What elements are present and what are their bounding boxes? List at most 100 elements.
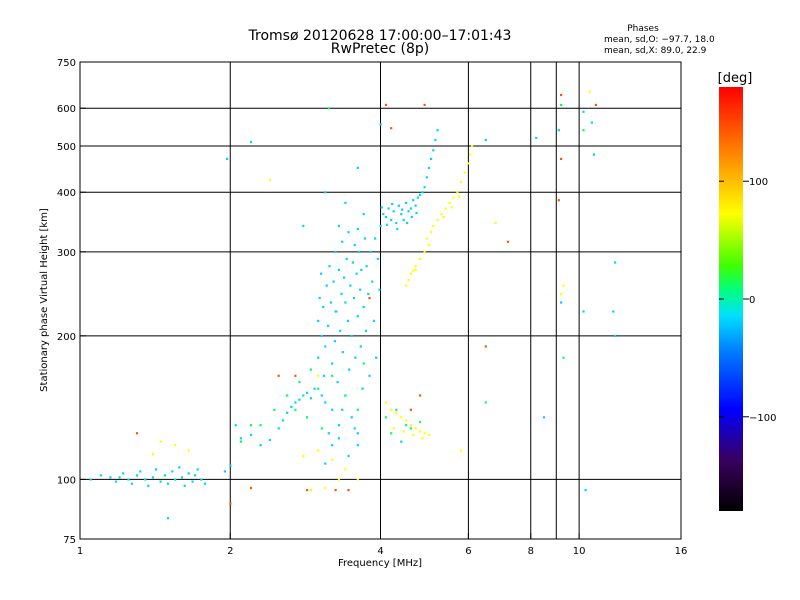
data-point — [351, 261, 354, 264]
data-point — [423, 186, 426, 189]
data-point — [331, 458, 334, 461]
data-point — [259, 444, 262, 447]
data-point — [151, 453, 155, 456]
data-point — [494, 221, 497, 225]
data-point — [226, 157, 229, 160]
data-point — [239, 440, 242, 443]
data-point — [317, 387, 320, 390]
data-point — [582, 129, 585, 132]
data-point — [391, 202, 394, 206]
data-point — [614, 261, 617, 264]
data-point — [560, 93, 563, 97]
data-point — [414, 204, 417, 207]
data-point — [369, 250, 372, 253]
data-point — [327, 432, 330, 435]
data-point — [144, 478, 147, 481]
data-point — [460, 181, 463, 184]
data-point — [187, 472, 190, 475]
data-point — [166, 517, 170, 520]
data-point — [229, 464, 232, 467]
data-point — [405, 284, 408, 287]
chart-title: Tromsø 20120628 17:00:00–17:01:43 — [248, 28, 512, 44]
data-point — [331, 444, 334, 447]
data-point — [402, 218, 405, 222]
data-point — [460, 449, 463, 452]
data-point — [448, 201, 451, 204]
data-point — [327, 107, 330, 110]
data-point — [360, 268, 363, 271]
data-point — [401, 208, 404, 211]
data-point — [159, 480, 162, 483]
data-point — [344, 468, 347, 471]
data-point — [423, 432, 426, 435]
data-point — [277, 427, 280, 430]
data-point — [320, 272, 323, 275]
data-point — [427, 166, 431, 169]
data-point — [356, 315, 359, 318]
data-point — [324, 462, 327, 465]
data-point — [333, 340, 336, 343]
data-point — [313, 387, 316, 390]
data-point — [334, 489, 337, 492]
data-point — [194, 474, 197, 477]
data-point — [378, 288, 381, 291]
data-point — [249, 486, 253, 490]
data-point — [135, 432, 139, 435]
data-point — [456, 191, 459, 194]
data-point — [109, 476, 112, 479]
data-point — [450, 206, 453, 209]
data-point — [306, 391, 309, 394]
data-point — [309, 368, 312, 371]
data-point — [557, 199, 560, 202]
data-point — [419, 257, 422, 260]
data-point — [379, 224, 382, 228]
data-point — [324, 191, 327, 194]
data-point — [425, 176, 428, 179]
data-point — [362, 213, 365, 216]
y-tick-label: 750 — [57, 58, 76, 69]
phases-title: Phases — [627, 24, 659, 34]
data-point — [353, 297, 356, 300]
data-point — [415, 211, 418, 215]
data-point — [365, 265, 368, 268]
data-point — [409, 272, 412, 275]
data-point — [397, 204, 400, 207]
data-point — [239, 437, 242, 440]
data-point — [367, 292, 370, 295]
y-axis-label: Stationary phase Virtual Height [km] — [39, 208, 50, 392]
data-point — [407, 278, 410, 282]
data-point — [380, 206, 383, 209]
data-point — [166, 482, 170, 485]
data-point — [341, 408, 344, 411]
data-point — [382, 213, 385, 216]
data-point — [402, 430, 405, 433]
colorbar-tick-label: 100 — [749, 177, 768, 188]
data-point — [405, 419, 408, 422]
data-point — [560, 157, 563, 160]
data-point — [384, 103, 388, 106]
data-point — [268, 438, 271, 442]
data-point — [395, 408, 398, 411]
data-point — [223, 470, 226, 473]
data-point — [204, 482, 207, 485]
data-point — [298, 398, 301, 401]
data-point — [400, 213, 403, 216]
data-point — [348, 368, 351, 371]
data-point — [294, 374, 297, 377]
data-point — [423, 250, 426, 253]
data-point — [281, 419, 285, 422]
y-tick-label: 600 — [57, 104, 76, 115]
data-point — [273, 408, 276, 411]
data-point — [135, 474, 139, 477]
data-point — [356, 478, 359, 481]
data-point — [317, 449, 320, 452]
y-tick-label: 300 — [57, 248, 76, 259]
data-point — [535, 136, 538, 140]
data-point — [306, 416, 309, 419]
data-point — [340, 292, 343, 295]
colorbar-tick-label: −100 — [749, 413, 776, 424]
data-point — [309, 489, 312, 492]
data-point — [353, 244, 356, 247]
data-point — [434, 138, 437, 142]
data-point — [542, 416, 546, 419]
